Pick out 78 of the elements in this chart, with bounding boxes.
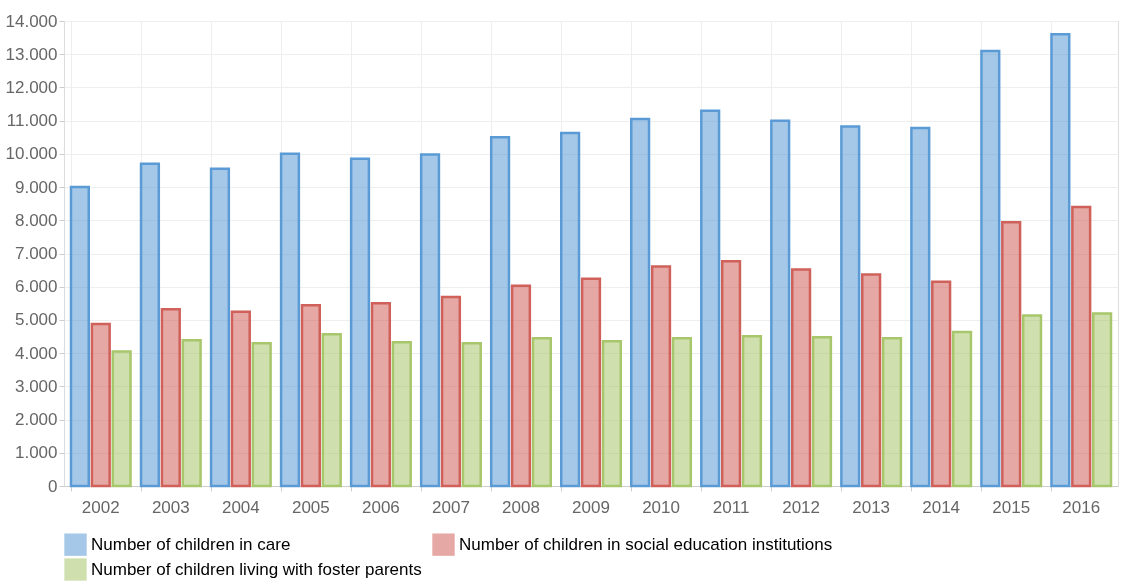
bar [230,310,251,488]
y-tick-label: 8.000 [14,210,58,230]
bar [1050,33,1071,488]
x-tick-label: 2011 [712,497,750,517]
bar [700,109,721,488]
bar [391,340,412,488]
bar [370,302,392,488]
bar [251,341,272,488]
bar [440,295,462,488]
bar [461,341,482,488]
bar [580,277,602,488]
bar [790,268,812,488]
y-tick-label: 3.000 [14,376,58,396]
y-tick-label: 9.000 [14,177,58,197]
bar [209,167,231,488]
bar [910,126,931,488]
y-tick-label: 13.000 [5,44,58,64]
x-tick-label: 2008 [502,497,540,517]
bar [741,334,763,488]
bar [90,322,111,488]
bar [111,350,132,488]
x-tick-label: 2016 [1062,497,1101,517]
bar [181,338,202,488]
x-tick-label: 2006 [361,497,400,517]
bar [650,265,672,488]
bar [510,284,532,488]
x-tick-label: 2005 [291,497,330,517]
x-tick-label: 2009 [572,497,610,517]
x-tick-label: 2004 [221,497,260,517]
y-tick-label: 12.000 [5,77,58,97]
x-tick-label: 2003 [151,497,190,517]
y-tick-label: 6.000 [14,277,58,297]
bar [671,336,693,488]
bar [881,336,903,488]
x-tick-label: 2010 [642,497,680,517]
bar [951,330,973,488]
y-tick-label: 2.000 [14,410,58,430]
bar [349,157,371,488]
bar [931,280,952,488]
bar [321,332,342,488]
x-tick-label: 2015 [992,497,1031,517]
bar [840,125,861,488]
legend-label: Number of children in care [91,534,291,554]
bar [559,131,581,488]
x-tick-label: 2013 [852,497,891,517]
x-tick-label: 2007 [432,497,470,517]
bar [980,49,1001,488]
y-tick-label: 5.000 [14,310,58,330]
bar [1091,312,1113,488]
bar [489,136,511,488]
bar [630,117,651,488]
bar [720,259,742,488]
bar [1021,314,1043,488]
y-tick-label: 0 [48,476,58,496]
bar [811,335,833,488]
y-tick-label: 4.000 [14,343,58,363]
bar [69,185,91,488]
bar [861,273,882,488]
x-tick-label: 2014 [922,497,961,517]
y-tick-label: 10.000 [5,144,58,164]
bar [531,336,552,488]
bar [1001,221,1022,488]
bar [770,119,791,488]
bar [139,162,161,488]
legend-label: Number of children in social education institutions [459,534,833,554]
x-tick-label: 2002 [81,497,120,517]
bar [279,152,301,488]
y-tick-label: 1.000 [14,443,58,463]
bar [300,304,321,488]
x-tick-label: 2012 [782,497,821,517]
bar [1071,205,1092,488]
bar [160,308,181,488]
bar [601,339,623,488]
y-tick-label: 14.000 [5,11,58,31]
legend-label: Number of children living with foster parents [91,559,422,579]
y-tick-label: 7.000 [14,244,58,263]
bar [419,153,441,488]
y-tick-label: 11.000 [6,111,58,131]
